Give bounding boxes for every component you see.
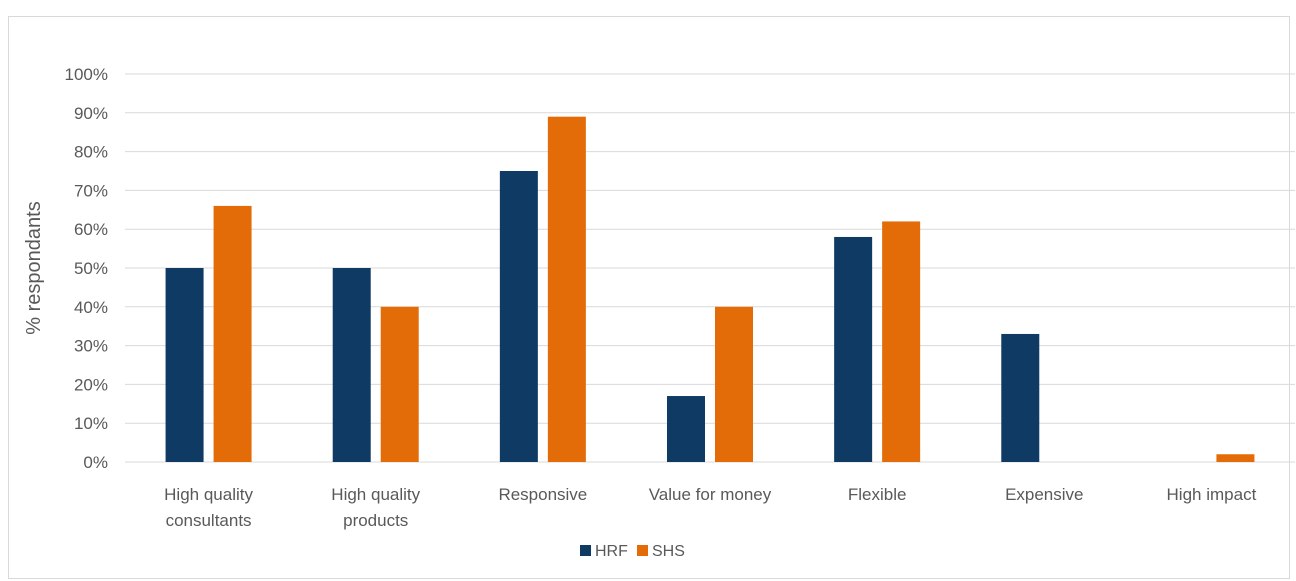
y-tick-label: 100% [65,65,108,84]
y-tick-label: 20% [74,375,108,394]
bar-hrf [165,268,204,462]
x-tick-label: Flexible [848,485,907,504]
x-tick-label: High impact [1167,485,1257,504]
y-tick-label: 0% [83,453,108,472]
legend-label-shs: SHS [652,543,685,560]
legend-label-hrf: HRF [595,543,628,560]
x-tick-label: Expensive [1005,485,1083,504]
y-tick-label: 60% [74,220,108,239]
bar-hrf [499,171,538,462]
y-axis-ticks: 0% 10% 20% 30% 40% 50% 60% 70% 80% 90% 100% [65,65,108,472]
y-tick-label: 30% [74,337,108,356]
bar-hrf [834,236,873,462]
y-tick-label: 40% [74,298,108,317]
bar-shs [1216,454,1255,462]
x-axis-labels: High quality consultants High quality produ… [164,485,1256,530]
y-tick-label: 70% [74,181,108,200]
x-tick-label: Value for money [649,485,772,504]
bar-hrf [332,268,371,462]
bars [165,116,1255,463]
bar-hrf [667,396,705,462]
legend-swatch-hrf [580,545,591,556]
x-tick-label: High quality consultants [164,485,253,530]
gridlines [125,73,1295,463]
legend-swatch-shs [637,545,648,556]
y-tick-label: 80% [74,143,108,162]
bar-shs [547,116,586,463]
y-tick-label: 50% [74,259,108,278]
bar-shs [882,221,921,462]
y-tick-label: 90% [74,104,108,123]
x-tick-label: Responsive [498,485,587,504]
x-tick-label: High quality products [331,485,420,530]
y-tick-label: 10% [74,414,108,433]
y-axis-title: % respondants [23,201,45,334]
legend: HRF SHS [580,543,685,560]
bar-shs [380,306,419,462]
bar-shs [715,306,753,462]
bar-hrf [1001,333,1040,462]
bar-shs [213,205,252,463]
